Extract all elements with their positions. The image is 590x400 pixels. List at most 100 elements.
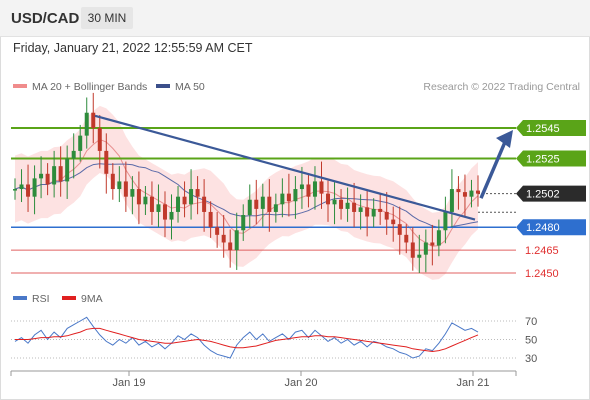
trend-line	[94, 114, 476, 221]
candle-body	[273, 204, 278, 212]
candle-body	[384, 211, 389, 220]
candle-body	[423, 242, 428, 255]
candle-body	[371, 208, 376, 217]
x-tick-label: Jan 20	[284, 377, 317, 389]
candle-body	[78, 135, 83, 151]
candle-body	[319, 181, 324, 194]
projection-arrow-shaft	[479, 141, 507, 199]
ma9-legend-swatch	[62, 296, 76, 300]
x-tick-label: Jan 21	[456, 377, 489, 389]
candle-body	[26, 184, 31, 197]
candle-body	[443, 211, 448, 231]
rsi-legend-label: RSI	[32, 293, 50, 305]
candle-body	[110, 173, 115, 190]
candle-body	[65, 158, 70, 182]
candle-body	[469, 190, 474, 197]
candle-body	[247, 199, 252, 215]
candle-body	[430, 242, 435, 246]
level-label-1.2525: 1.2525	[526, 154, 560, 166]
candle-body	[189, 189, 194, 205]
candle-body	[19, 184, 24, 190]
candle-body	[365, 207, 370, 217]
x-axis-ticks: Jan 19 Jan 20 Jan 21	[10, 371, 517, 389]
rsi-legend-swatch	[13, 296, 27, 300]
candle-body	[326, 193, 331, 205]
candle-body	[332, 199, 337, 205]
candle-body	[32, 178, 37, 197]
level-label-1.2465: 1.2465	[525, 245, 559, 257]
candle-body	[169, 211, 174, 220]
candle-body	[345, 202, 350, 209]
candle-body	[358, 207, 363, 212]
candle-body	[123, 181, 128, 197]
candle-body	[130, 189, 135, 197]
candle-body	[436, 230, 441, 246]
candle-body	[195, 189, 200, 197]
candle-body	[391, 219, 396, 225]
level-label-1.2450: 1.2450	[525, 268, 559, 280]
candle-body	[462, 192, 467, 197]
candle-body	[143, 196, 148, 205]
candle-body	[149, 196, 154, 212]
rsi-line	[14, 316, 479, 359]
candle-body	[241, 215, 246, 231]
candle-body	[52, 166, 57, 185]
price-panel: 1.2545 1.2525 1.2502 1.2480 1.2465 1.2450	[11, 92, 586, 280]
x-tick-label: Jan 19	[112, 377, 145, 389]
rsi-tick-label: 30	[525, 353, 537, 365]
candle-body	[156, 204, 161, 212]
candle-body	[456, 189, 461, 193]
candle-body	[306, 184, 311, 197]
candle-body	[260, 196, 265, 209]
candle-body	[221, 234, 226, 243]
symbol-label: USD/CAD	[11, 10, 80, 27]
level-label-1.2545: 1.2545	[526, 123, 560, 135]
candle-body	[176, 196, 181, 212]
ma20-line	[14, 138, 479, 247]
candle-body	[293, 189, 298, 202]
rsi-tick-label: 50	[525, 335, 537, 347]
copyright-label: Research © 2022 Trading Central	[423, 81, 580, 93]
candle-body	[280, 193, 285, 205]
level-label-1.2480: 1.2480	[526, 222, 560, 234]
candle-body	[476, 190, 480, 194]
candle-body	[117, 181, 122, 190]
bollinger-band	[15, 105, 478, 280]
candle-body	[91, 112, 96, 128]
candle-body	[104, 150, 109, 174]
candle-body	[39, 173, 44, 179]
candle-body	[410, 242, 415, 258]
candle-body	[208, 211, 213, 228]
candle-body	[378, 208, 383, 212]
candle-body	[312, 181, 317, 197]
candle-body	[97, 128, 102, 151]
candle-body	[299, 184, 304, 190]
level-tag-1.2525	[516, 150, 586, 167]
datetime-label: Friday, January 21, 2022 12:55:59 AM CET	[13, 41, 253, 55]
ma-bb-legend-label: MA 20 + Bollinger Bands	[32, 81, 147, 93]
candle-body	[234, 230, 239, 251]
candle-body	[286, 193, 291, 202]
rsi-tick-label: 70	[525, 316, 537, 328]
candle-body	[71, 150, 76, 159]
candle-body	[417, 254, 422, 258]
ma50-legend-label: MA 50	[175, 81, 205, 93]
candle-body	[267, 196, 272, 212]
ma9-legend-label: 9MA	[81, 293, 103, 305]
level-tag-1.2502	[516, 185, 586, 202]
candle-body	[13, 189, 17, 191]
candle-body	[404, 234, 409, 243]
candle-body	[84, 112, 89, 136]
candle-body	[254, 199, 259, 209]
candle-body	[397, 224, 402, 235]
level-tag-1.2480	[516, 219, 586, 236]
candle-body	[352, 202, 357, 212]
rsi-panel: 70 50 30	[11, 316, 537, 365]
candle-body	[228, 242, 233, 251]
ma50-legend-swatch	[156, 84, 170, 88]
ma-bb-legend-swatch	[13, 84, 27, 88]
candle-body	[339, 199, 344, 209]
level-tag-1.2545	[516, 120, 586, 136]
timeframe-button[interactable]: 30 MIN	[81, 7, 133, 29]
